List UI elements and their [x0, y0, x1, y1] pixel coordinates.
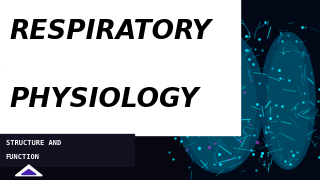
Polygon shape	[54, 68, 186, 180]
Text: RESPIRATORY: RESPIRATORY	[10, 19, 212, 45]
Bar	[190, 0, 198, 50]
Ellipse shape	[261, 32, 315, 169]
Text: PHYSIOLOGY: PHYSIOLOGY	[10, 87, 199, 113]
Polygon shape	[21, 170, 36, 174]
Ellipse shape	[174, 29, 264, 173]
Bar	[0, 134, 134, 166]
Bar	[0, 68, 240, 135]
Bar	[122, 0, 320, 180]
Polygon shape	[15, 165, 42, 176]
Ellipse shape	[267, 41, 309, 167]
Ellipse shape	[182, 40, 256, 169]
Text: FUNCTION: FUNCTION	[6, 154, 40, 160]
Polygon shape	[0, 68, 186, 180]
Bar	[0, 0, 240, 67]
Text: STRUCTURE AND: STRUCTURE AND	[6, 140, 61, 146]
